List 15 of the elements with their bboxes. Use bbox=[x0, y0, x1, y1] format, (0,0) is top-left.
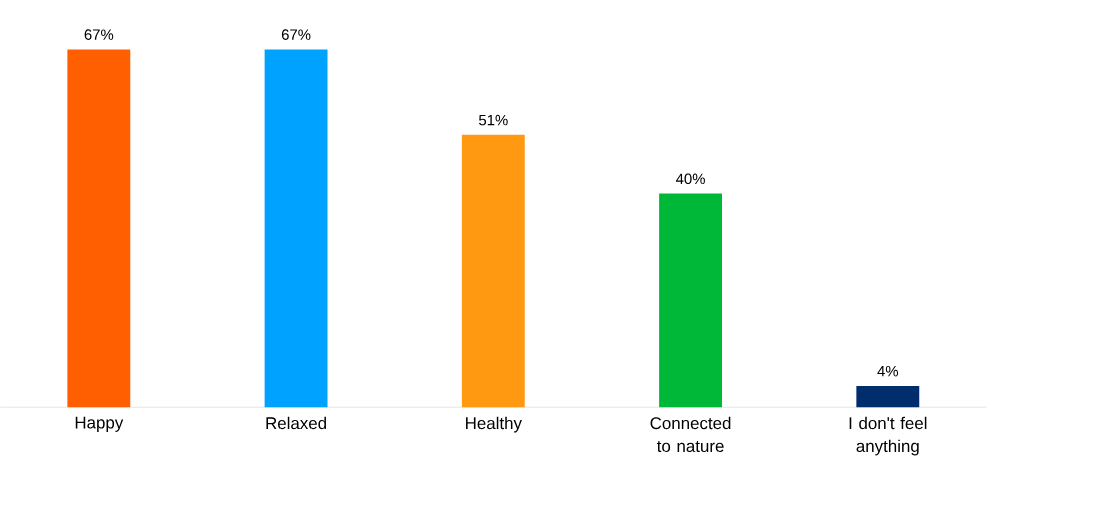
data-label: 67% bbox=[84, 29, 114, 40]
bar bbox=[67, 49, 131, 408]
x-tick-label: Relaxed bbox=[266, 416, 326, 430]
data-label: 40% bbox=[675, 173, 705, 185]
data-label: 4% bbox=[877, 365, 899, 377]
bar bbox=[264, 49, 328, 408]
bar bbox=[461, 134, 525, 408]
data-label: 67% bbox=[281, 29, 311, 40]
x-tick-label: Healthy bbox=[466, 416, 522, 433]
bar bbox=[659, 193, 723, 408]
x-tick-label: Happy bbox=[75, 416, 124, 432]
data-label: 51% bbox=[478, 114, 508, 126]
x-tick-label: Connected to nature bbox=[650, 416, 731, 453]
x-tick-label: I don't feel anything bbox=[849, 416, 927, 456]
bar bbox=[856, 385, 920, 408]
